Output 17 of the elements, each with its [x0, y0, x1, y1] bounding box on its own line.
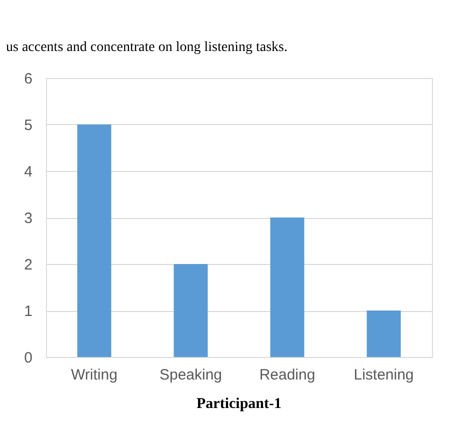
x-tick-label: Writing [71, 366, 118, 384]
x-tick-label: Reading [259, 366, 316, 384]
bar [366, 310, 401, 357]
text: us accents and concentrate on long listening tasks. [6, 40, 288, 55]
y-tick-label: 6 [24, 70, 32, 88]
x-tick-label: Speaking [159, 366, 222, 384]
bar [270, 218, 304, 357]
y-tick-label: 4 [24, 164, 32, 180]
y-tick-label: 1 [24, 303, 32, 320]
bar [174, 264, 208, 357]
y-tick-label: 2 [24, 256, 32, 274]
text: Participant-1 [196, 396, 282, 412]
y-tick-label: 5 [24, 117, 32, 134]
y-tick-label: 3 [24, 210, 32, 227]
y-tick-label: 0 [24, 350, 32, 366]
bar [77, 124, 112, 357]
x-tick-label: Listening [354, 366, 414, 384]
